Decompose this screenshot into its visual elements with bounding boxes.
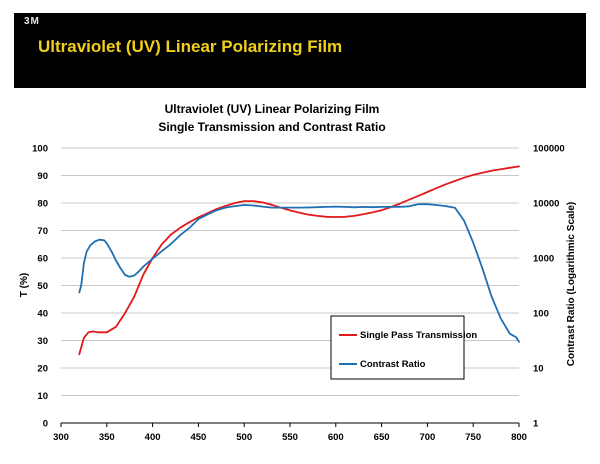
series-line-contrast (78, 203, 520, 343)
y2-tick-label: 100000 (533, 144, 565, 155)
x-tick-label: 500 (236, 432, 252, 443)
chart-subtitle: Single Transmission and Contrast Ratio (158, 120, 385, 134)
y-tick-label: 90 (37, 171, 48, 182)
y-tick-label: 30 (37, 336, 48, 347)
y2-axis-ticks: 1 10 100 1000 10000 100000 (533, 144, 565, 430)
y-tick-label: 10 (37, 391, 48, 402)
y2-axis-label: Contrast Ratio (Logarithmic Scale) (566, 202, 577, 366)
brand-logo: 3M (24, 16, 40, 27)
y-tick-label: 60 (37, 254, 48, 265)
y-axis-ticks: 0 10 20 30 40 50 60 70 80 90 100 (32, 144, 48, 430)
x-tick-label: 450 (190, 432, 206, 443)
y-tick-label: 50 (37, 281, 48, 292)
y-tick-label: 0 (43, 419, 48, 430)
gridlines (61, 147, 519, 424)
x-tick-label: 700 (419, 432, 435, 443)
y-tick-label: 80 (37, 199, 48, 210)
y-tick-label: 20 (37, 364, 48, 375)
legend-label-contrast: Contrast Ratio (360, 359, 426, 370)
header-bar: 3M Ultraviolet (UV) Linear Polarizing Fi… (14, 13, 586, 88)
x-tick-label: 750 (465, 432, 481, 443)
series-line-transmission (78, 165, 520, 356)
x-tick-label: 800 (511, 432, 527, 443)
x-tick-label: 550 (282, 432, 298, 443)
x-tick-label: 600 (328, 432, 344, 443)
page-title: Ultraviolet (UV) Linear Polarizing Film (38, 37, 343, 56)
x-axis-ticks: 300 350 400 450 500 550 600 650 700 750 800 (53, 423, 527, 443)
legend-label-transmission: Single Pass Transmission (360, 330, 477, 341)
x-tick-label: 350 (99, 432, 115, 443)
y-axis-label: T (%) (19, 273, 30, 297)
y2-tick-label: 100 (533, 309, 549, 320)
y2-tick-label: 1 (533, 419, 539, 430)
chart-title: Ultraviolet (UV) Linear Polarizing Film (165, 102, 380, 116)
y-tick-label: 100 (32, 144, 48, 155)
legend-box (330, 315, 465, 380)
legend: Single Pass Transmission Contrast Ratio (330, 315, 477, 380)
y2-tick-label: 10000 (533, 199, 559, 210)
y2-tick-label: 1000 (533, 254, 554, 265)
y-tick-label: 70 (37, 226, 48, 237)
y-tick-label: 40 (37, 309, 48, 320)
x-tick-label: 300 (53, 432, 69, 443)
series-group (78, 165, 520, 356)
y2-tick-label: 10 (533, 364, 544, 375)
x-tick-label: 650 (374, 432, 390, 443)
x-tick-label: 400 (145, 432, 161, 443)
